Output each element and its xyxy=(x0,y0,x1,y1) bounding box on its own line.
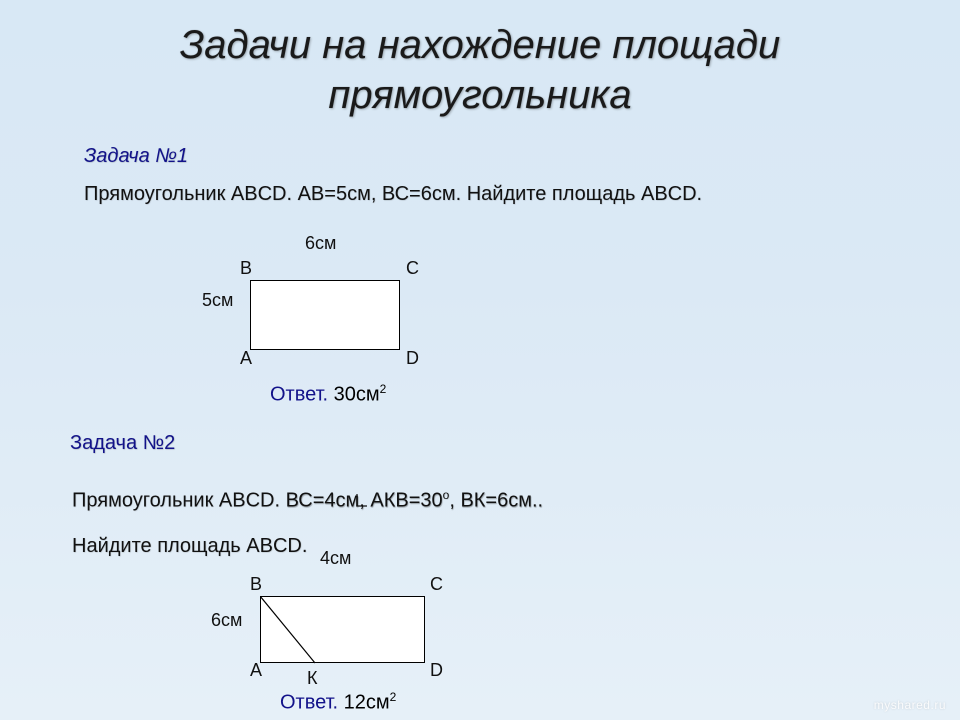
task1-vertex-C: C xyxy=(406,258,419,279)
task1-vertex-B: B xyxy=(240,258,252,279)
watermark: myshared.ru xyxy=(874,698,946,712)
title-line-1: Задачи на нахождение площади xyxy=(0,20,960,70)
task2-diagonal xyxy=(260,596,425,676)
task1-problem: Прямоугольник ABCD. АВ=5см, ВС=6см. Найд… xyxy=(84,183,702,206)
task2-top-dim: 4см xyxy=(320,548,351,569)
task2-problem-pre: Прямоугольник ABCD. xyxy=(72,490,286,512)
title-line-2: прямоугольника xyxy=(0,70,960,120)
task2-vertex-C: C xyxy=(430,574,443,595)
task1-answer-value: 30см xyxy=(334,384,380,406)
task1-answer-exp: 2 xyxy=(380,382,387,396)
task2-left-dim: 6см xyxy=(211,610,242,631)
task2-header: Задача №2 xyxy=(70,432,175,455)
task2-vertex-B: B xyxy=(250,574,262,595)
task2-answer-exp: 2 xyxy=(390,690,397,704)
slide-title: Задачи на нахождение площади прямоугольн… xyxy=(0,20,960,120)
task2-vertex-D: D xyxy=(430,660,443,681)
task2-problem-line2: Найдите площадь ABCD. xyxy=(72,535,307,558)
task1-rect xyxy=(250,280,400,350)
task2-problem-bold2: , ВК=6см.. xyxy=(449,490,543,512)
task2-answer: Ответ. 12см2 xyxy=(280,690,396,715)
angle-icon xyxy=(355,492,369,508)
slide-content: Задачи на нахождение площади прямоугольн… xyxy=(0,0,960,720)
task2-vertex-K: К xyxy=(307,668,318,689)
task2-answer-word: Ответ. xyxy=(280,692,338,714)
task1-vertex-A: A xyxy=(240,348,252,369)
task1-answer-word: Ответ. xyxy=(270,384,328,406)
task2-problem-line1: Прямоугольник ABCD. ВС=4см, АКВ=30о, ВК=… xyxy=(72,488,543,513)
task2-answer-value: 12см xyxy=(344,692,390,714)
task1-answer: Ответ. 30см2 xyxy=(270,382,386,407)
task1-left-dim: 5см xyxy=(202,290,233,311)
task2-vertex-A: A xyxy=(250,660,262,681)
task1-header: Задача №1 xyxy=(84,145,188,168)
task1-top-dim: 6см xyxy=(305,233,336,254)
task1-vertex-D: D xyxy=(406,348,419,369)
